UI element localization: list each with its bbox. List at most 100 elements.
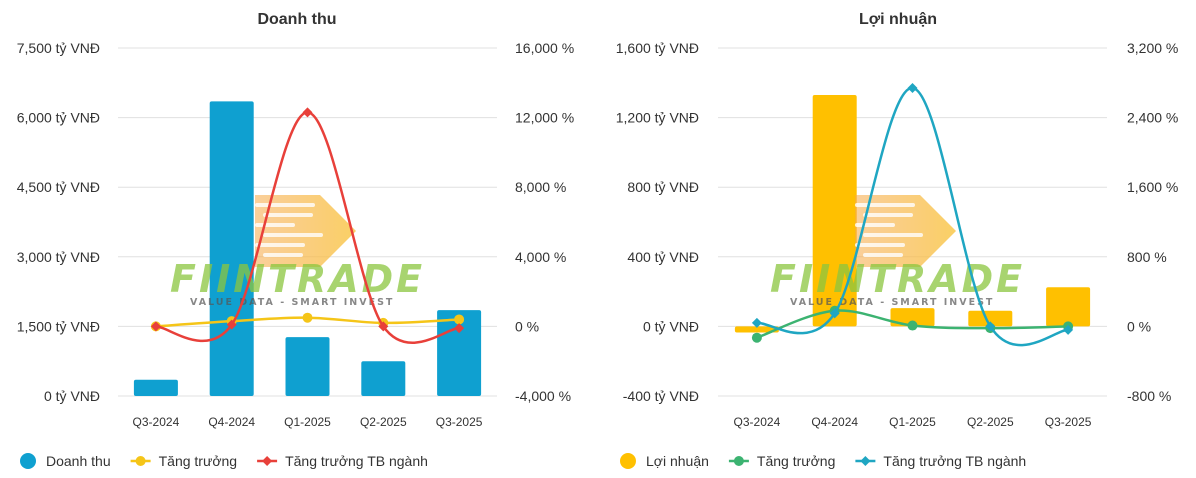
legend-label: Tăng trưởng [757, 453, 835, 469]
series-point [829, 308, 840, 319]
legend-swatch [20, 453, 36, 469]
y-left-tick-label: 7,500 tỷ VNĐ [17, 40, 100, 56]
series-point [378, 321, 389, 332]
x-tick-label: Q4-2024 [811, 415, 858, 429]
watermark-stripe [863, 233, 923, 237]
y-left-tick-label: 1,500 tỷ VNĐ [17, 318, 100, 334]
chart-title: Lợi nhuận [859, 11, 937, 28]
bar [890, 308, 935, 327]
y-left-tick-label: 400 tỷ VNĐ [627, 249, 699, 265]
y-left-tick-label: 3,000 tỷ VNĐ [17, 249, 100, 265]
series-point [1063, 324, 1074, 335]
y-left-tick-label: 0 tỷ VNĐ [643, 318, 699, 334]
watermark-stripe [855, 203, 915, 207]
series-point [226, 319, 237, 330]
legend-label: Lợi nhuận [646, 453, 709, 469]
watermark-stripe [863, 213, 913, 217]
y-right-tick-label: -800 % [1127, 388, 1171, 404]
y-left-tick-label: 1,200 tỷ VNĐ [616, 110, 699, 126]
y-right-tick-label: -4,000 % [515, 388, 571, 404]
legend-label: Tăng trưởng TB ngành [883, 453, 1026, 469]
y-left-tick-label: 1,600 tỷ VNĐ [616, 40, 699, 56]
watermark-tagline: VALUE DATA - SMART INVEST [190, 297, 394, 308]
x-tick-label: Q3-2025 [1045, 415, 1092, 429]
legend-swatch [135, 456, 146, 466]
watermark-stripe [263, 233, 323, 237]
legend-item: Doanh thu [20, 453, 111, 469]
legend-swatch [733, 456, 744, 466]
y-left-tick-label: 800 tỷ VNĐ [627, 179, 699, 195]
y-right-tick-label: 12,000 % [515, 110, 574, 126]
y-right-tick-label: 4,000 % [515, 249, 566, 265]
watermark-stripe [855, 223, 895, 227]
series-point [751, 317, 762, 328]
series-point [454, 314, 465, 325]
y-right-tick-label: 3,200 % [1127, 40, 1178, 56]
y-left-tick-label: 4,500 tỷ VNĐ [17, 179, 100, 195]
legend-item: Tăng trưởng [728, 453, 835, 469]
y-left-tick-label: 6,000 tỷ VNĐ [17, 110, 100, 126]
legend-label: Doanh thu [46, 453, 111, 469]
legend-item: Tăng trưởng [130, 453, 237, 469]
series-point [985, 321, 996, 332]
y-left-tick-label: -400 tỷ VNĐ [623, 388, 699, 404]
bar [812, 94, 857, 327]
series-point [751, 332, 762, 343]
y-right-tick-label: 1,600 % [1127, 179, 1178, 195]
x-tick-label: Q3-2024 [133, 415, 180, 429]
x-tick-label: Q4-2024 [208, 415, 255, 429]
chart-title: Doanh thu [257, 11, 336, 28]
series-point [302, 312, 313, 323]
x-tick-label: Q3-2024 [734, 415, 781, 429]
watermark-stripe [255, 203, 315, 207]
series-point [150, 321, 161, 332]
y-right-tick-label: 0 % [515, 318, 539, 334]
x-tick-label: Q2-2025 [967, 415, 1014, 429]
watermark-tagline: VALUE DATA - SMART INVEST [790, 297, 994, 308]
watermark-stripe [855, 243, 905, 247]
y-right-tick-label: 800 % [1127, 249, 1167, 265]
watermark-stripe [255, 223, 295, 227]
watermark-stripe [263, 253, 303, 257]
legend-swatch [860, 456, 871, 466]
x-tick-label: Q3-2025 [436, 415, 483, 429]
bar [361, 361, 406, 396]
bar [209, 101, 254, 397]
bar [285, 337, 330, 396]
legend-item: Tăng trưởng TB ngành [257, 453, 428, 469]
series-point [907, 320, 918, 331]
series-point [302, 107, 313, 118]
legend-item: Tăng trưởng TB ngành [855, 453, 1026, 469]
legend-swatch [262, 456, 273, 466]
legend-swatch [620, 453, 636, 469]
y-right-tick-label: 16,000 % [515, 40, 574, 56]
watermark-stripe [263, 213, 313, 217]
watermark-brand: FIINTRADE [170, 257, 425, 301]
y-right-tick-label: 0 % [1127, 318, 1151, 334]
x-tick-label: Q1-2025 [284, 415, 331, 429]
x-tick-label: Q1-2025 [889, 415, 936, 429]
y-right-tick-label: 2,400 % [1127, 110, 1178, 126]
watermark-stripe [863, 253, 903, 257]
x-tick-label: Q2-2025 [360, 415, 407, 429]
profit-chart: Lợi nhuận -400 tỷ VNĐ 0 tỷ VNĐ 400 tỷ VNĐ 80… [616, 11, 1178, 469]
series-point [454, 323, 465, 334]
legend: Lợi nhuận Tăng trưởng Tăng trưởng TB ngành [620, 453, 1026, 469]
bar [1046, 287, 1091, 327]
bar [734, 326, 779, 333]
legend: Doanh thu Tăng trưởng Tăng trưởng TB ngành [20, 453, 428, 469]
watermark-stripe [255, 243, 305, 247]
bar [968, 310, 1013, 327]
legend-item: Lợi nhuận [620, 453, 709, 469]
watermark-brand: FIINTRADE [770, 257, 1025, 301]
y-left-tick-label: 0 tỷ VNĐ [44, 388, 100, 404]
y-right-tick-label: 8,000 % [515, 179, 566, 195]
legend-label: Tăng trưởng TB ngành [285, 453, 428, 469]
legend-label: Tăng trưởng [159, 453, 237, 469]
bar [133, 379, 178, 396]
series-point [907, 83, 918, 94]
revenue-chart: Doanh thu 0 tỷ VNĐ 1,500 tỷ VNĐ 3,000 tỷ VN… [17, 11, 574, 469]
